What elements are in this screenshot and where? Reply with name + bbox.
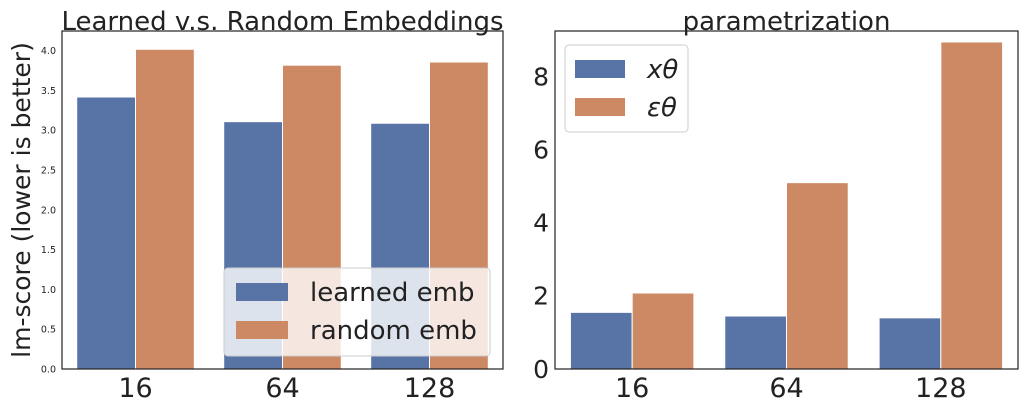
legend-swatch — [236, 321, 288, 339]
bar-εθ-64 — [786, 182, 849, 370]
legend-label: random emb — [310, 316, 477, 346]
chart-title: Learned v.s. Random Embeddings — [61, 7, 503, 37]
legend-swatch — [575, 98, 625, 116]
y-axis-label: lm-score (lower is better) — [7, 42, 36, 358]
x-tick-label: 128 — [404, 373, 456, 404]
y-tick-label: 0.0 — [41, 364, 56, 375]
bar-random-emb-16 — [135, 48, 195, 370]
x-tick-label: 16 — [118, 373, 152, 404]
x-tick-label: 64 — [265, 373, 299, 404]
bar-εθ-16 — [631, 292, 695, 370]
bar-xθ-16 — [569, 311, 633, 370]
bar-learned-emb-16 — [76, 96, 136, 370]
y-tick-label: 2.5 — [41, 166, 56, 177]
legend-box — [223, 267, 491, 357]
plot-frame — [554, 30, 1019, 370]
legend-swatch — [575, 60, 625, 78]
y-tick-label: 8 — [533, 62, 549, 91]
legend-swatch — [236, 283, 288, 301]
chart-title: parametrization — [683, 7, 891, 37]
right-chart: parametrization 0 2 4 6 8 16 64 128 xθ εθ — [533, 7, 1019, 404]
legend: xθ εθ — [564, 44, 689, 133]
legend-label: xθ — [646, 55, 678, 85]
y-tick-label: 2.0 — [41, 205, 56, 216]
y-tick-label: 2 — [533, 282, 549, 311]
y-tick-label: 3.5 — [41, 86, 56, 97]
y-tick-label: 1.0 — [41, 285, 56, 296]
y-tick-label: 6 — [533, 136, 549, 165]
legend: learned emb random emb — [223, 267, 491, 357]
x-tick-label: 64 — [769, 373, 803, 404]
y-tick-label: 4.0 — [41, 46, 56, 57]
y-tick-label: 0.5 — [41, 325, 56, 336]
y-tick-label: 0 — [533, 355, 549, 384]
legend-label: learned emb — [310, 278, 474, 308]
bar-xθ-64 — [724, 315, 787, 370]
y-tick-label: 3.0 — [41, 126, 56, 137]
bar-xθ-128 — [878, 317, 942, 370]
y-tick-label: 4 — [533, 209, 549, 238]
plot-frame — [61, 30, 504, 370]
bar-εθ-128 — [940, 41, 1004, 370]
x-tick-label: 128 — [915, 373, 967, 404]
x-tick-label: 16 — [615, 373, 649, 404]
left-chart: Learned v.s. Random Embeddings lm-score (… — [7, 7, 504, 404]
legend-label: εθ — [647, 93, 677, 123]
y-tick-label: 1.5 — [41, 245, 56, 256]
